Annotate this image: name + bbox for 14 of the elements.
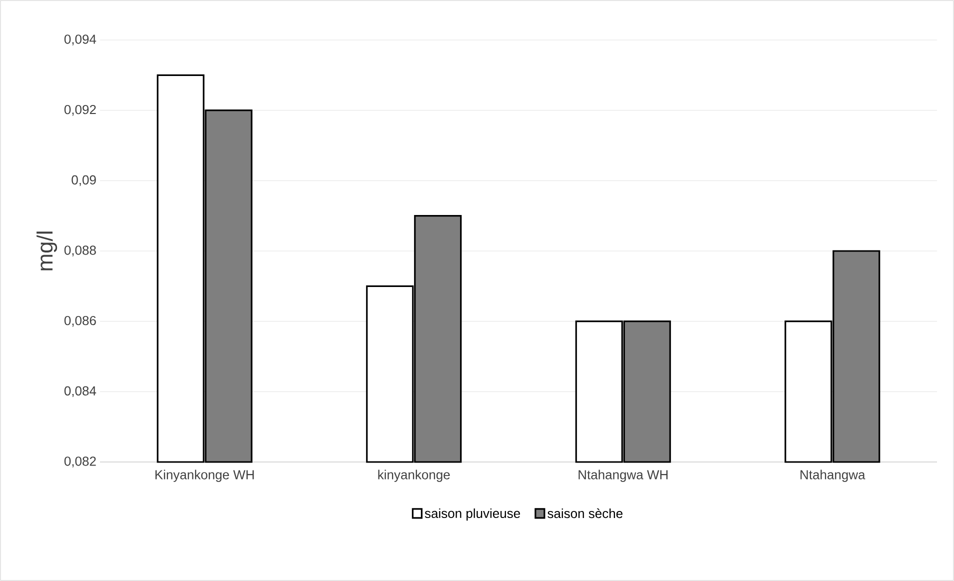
y-tick-label: 0,086 [64,316,96,327]
y-tick-label: 0,09 [72,175,96,186]
y-tick-label: 0,082 [64,456,96,468]
legend-label: saison sèche [548,508,622,518]
y-tick-label: 0,088 [64,246,96,256]
y-axis-title: mg/l [36,232,58,270]
y-tick-label: 0,094 [64,34,96,46]
x-tick-label: Kinyankonge WH [155,470,254,482]
legend-label: saison pluvieuse [424,508,520,521]
x-tick-label: kinyankonge [378,470,450,482]
y-tick-label: 0,092 [64,104,96,116]
x-tick-label: Ntahangwa WH [578,470,668,482]
y-tick-label: 0,084 [64,386,96,398]
x-tick-label: Ntahangwa [800,470,866,482]
